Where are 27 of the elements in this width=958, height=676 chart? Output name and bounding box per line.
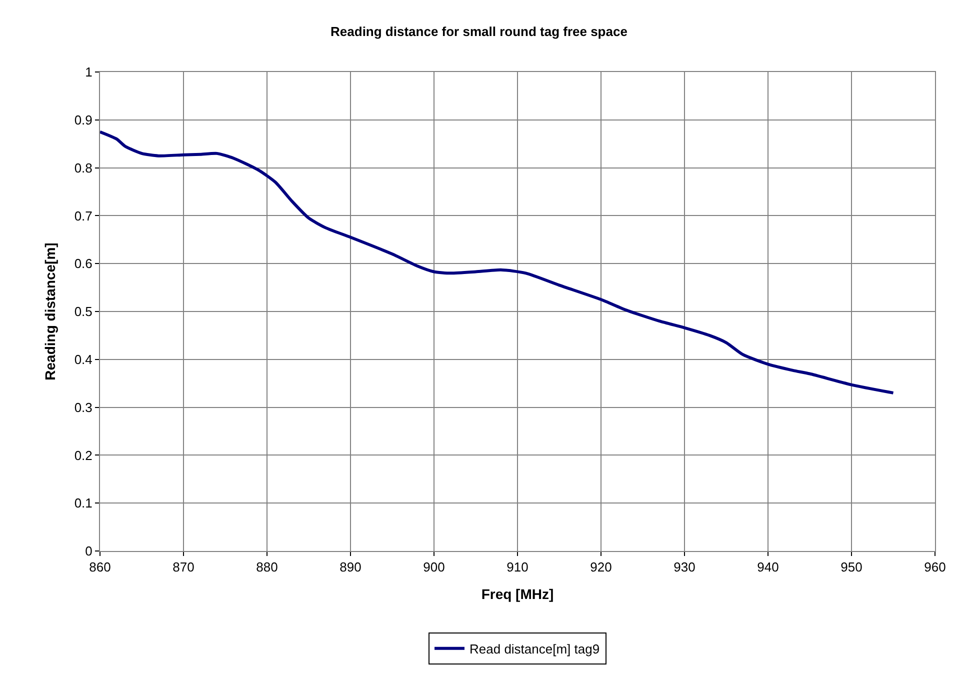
x-tick-label: 940 — [757, 560, 779, 575]
x-tick-label: 930 — [674, 560, 696, 575]
x-tick-label: 880 — [256, 560, 278, 575]
y-tick-label: 0.5 — [74, 304, 92, 320]
x-tick-label: 950 — [840, 560, 862, 575]
y-axis-title: Reading distance[m] — [42, 242, 58, 380]
x-tick-label: 890 — [340, 560, 362, 575]
x-axis-title: Freq [MHz] — [481, 586, 554, 602]
y-tick-label: 0.4 — [74, 352, 92, 367]
x-tick-label: 900 — [423, 560, 445, 575]
x-tick-label: 860 — [89, 560, 111, 575]
x-tick-label: 910 — [506, 560, 528, 575]
y-tick-label: 0.9 — [74, 112, 92, 128]
y-tick-label: 0.6 — [74, 256, 92, 272]
y-tick-label: 0.8 — [74, 160, 92, 176]
x-tick-label: 960 — [924, 560, 946, 575]
y-tick-label: 0.7 — [74, 208, 92, 224]
y-tick-label: 0 — [85, 544, 92, 559]
y-tick-label: 1 — [85, 64, 92, 80]
y-tick-label: 0.2 — [74, 448, 92, 463]
x-tick-label: 920 — [590, 560, 612, 575]
chart-title: Reading distance for small round tag free space — [330, 24, 628, 40]
x-tick-label: 870 — [172, 560, 194, 575]
legend-label: Read distance[m] tag9 — [470, 641, 600, 656]
y-tick-label: 0.3 — [74, 400, 92, 415]
line-series — [100, 130, 895, 394]
y-tick-label: 0.1 — [74, 496, 92, 511]
